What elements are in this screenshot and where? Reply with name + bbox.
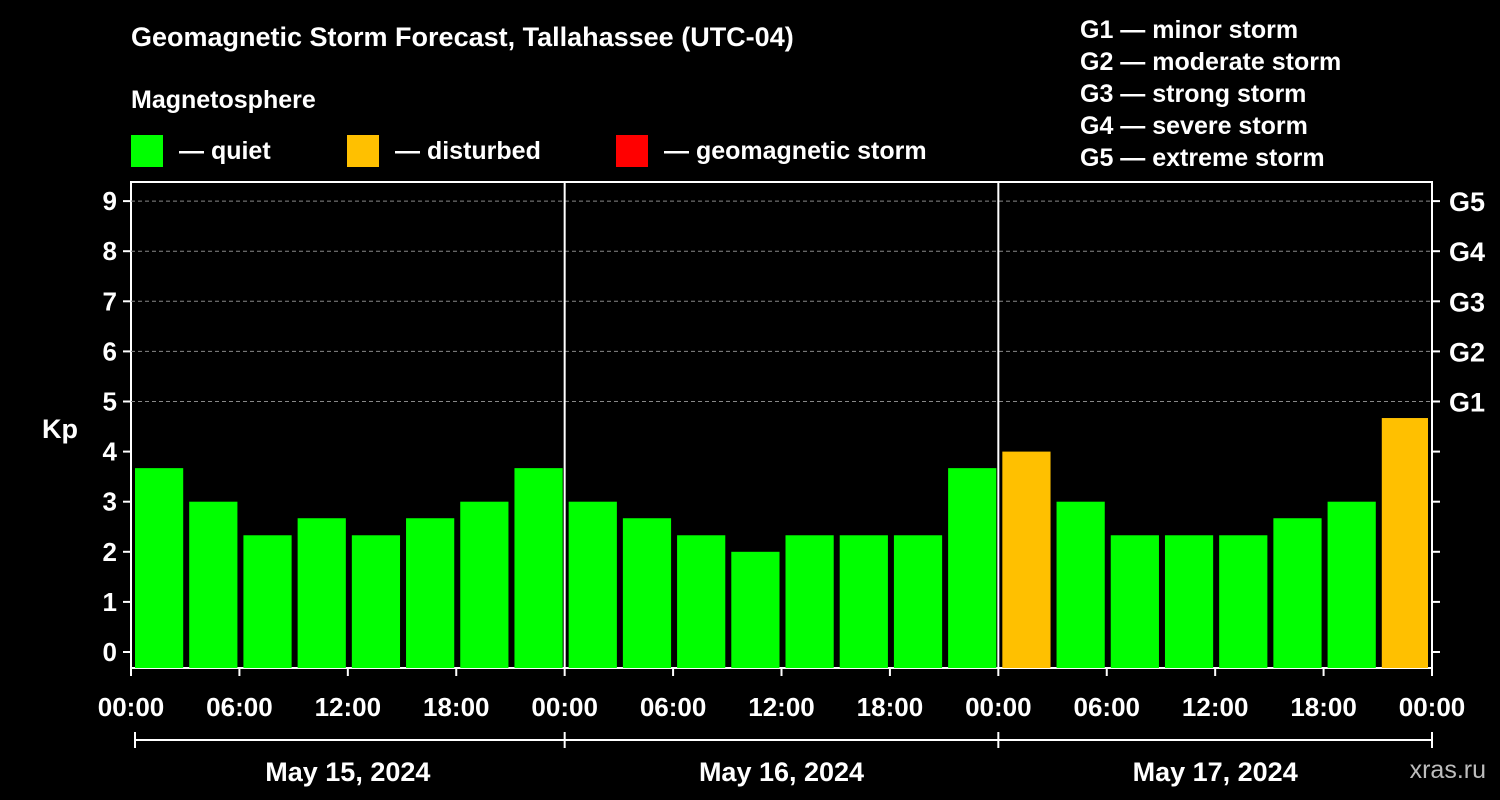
storm-level-g1: G1 — minor storm bbox=[1080, 16, 1299, 44]
storm-level-g2: G2 — moderate storm bbox=[1080, 48, 1342, 76]
g-level-label: G3 bbox=[1449, 287, 1485, 317]
x-tick-label: 12:00 bbox=[315, 692, 382, 722]
kp-bar bbox=[514, 468, 563, 668]
kp-bar bbox=[189, 501, 238, 668]
y-tick-label: 9 bbox=[103, 186, 117, 216]
magnetosphere-label: Magnetosphere bbox=[131, 86, 316, 114]
kp-bar bbox=[1056, 501, 1105, 668]
kp-bar bbox=[1164, 535, 1214, 668]
x-tick-label: 00:00 bbox=[965, 692, 1032, 722]
legend-quiet-swatch bbox=[131, 135, 163, 167]
kp-bar bbox=[297, 518, 346, 668]
kp-bar bbox=[839, 535, 888, 668]
x-tick-label: 06:00 bbox=[640, 692, 707, 722]
legend-disturbed: — disturbed bbox=[347, 134, 541, 168]
y-tick-label: 0 bbox=[103, 637, 117, 667]
y-tick-label: 5 bbox=[103, 387, 117, 417]
y-tick-label: 3 bbox=[103, 487, 117, 517]
x-tick-label: 06:00 bbox=[206, 692, 273, 722]
y-tick-label: 8 bbox=[103, 236, 117, 266]
day-label: May 17, 2024 bbox=[1133, 757, 1298, 787]
x-tick-label: 12:00 bbox=[1182, 692, 1249, 722]
x-tick-label: 18:00 bbox=[1290, 692, 1357, 722]
legend-disturbed-label: — disturbed bbox=[395, 136, 541, 165]
x-tick-label: 18:00 bbox=[857, 692, 924, 722]
kp-bar bbox=[1219, 535, 1268, 668]
kp-bar bbox=[568, 501, 617, 668]
kp-bar bbox=[731, 551, 780, 668]
x-tick-label: 00:00 bbox=[531, 692, 598, 722]
day-label: May 15, 2024 bbox=[265, 757, 430, 787]
y-tick-label: 1 bbox=[103, 587, 117, 617]
x-tick-label: 00:00 bbox=[98, 692, 165, 722]
storm-level-g5: G5 — extreme storm bbox=[1080, 144, 1325, 172]
kp-bar bbox=[351, 535, 401, 668]
x-tick-label: 06:00 bbox=[1074, 692, 1141, 722]
x-tick-label: 12:00 bbox=[748, 692, 815, 722]
storm-level-g4: G4 — severe storm bbox=[1080, 112, 1308, 140]
legend-quiet: — quiet bbox=[131, 134, 271, 168]
y-tick-label: 6 bbox=[103, 336, 117, 366]
kp-bar bbox=[460, 501, 509, 668]
kp-bar bbox=[1110, 535, 1159, 668]
g-level-label: G4 bbox=[1449, 237, 1485, 267]
y-tick-label: 4 bbox=[103, 437, 118, 467]
kp-bar bbox=[1381, 418, 1428, 668]
g-level-label: G5 bbox=[1449, 187, 1485, 217]
kp-bar bbox=[135, 468, 184, 668]
g-level-label: G1 bbox=[1449, 388, 1485, 418]
kp-bar bbox=[1002, 451, 1051, 668]
x-tick-label: 18:00 bbox=[423, 692, 490, 722]
x-tick-label: 00:00 bbox=[1399, 692, 1466, 722]
kp-bar bbox=[243, 535, 292, 668]
y-tick-label: 7 bbox=[103, 286, 117, 316]
legend-storm-swatch bbox=[616, 135, 648, 167]
g-level-label: G2 bbox=[1449, 337, 1485, 367]
legend-quiet-label: — quiet bbox=[179, 136, 271, 165]
kp-bar bbox=[1327, 501, 1376, 668]
legend-storm: — geomagnetic storm bbox=[616, 134, 927, 168]
kp-bar bbox=[1273, 518, 1322, 668]
kp-bar bbox=[406, 518, 455, 668]
kp-bar bbox=[893, 535, 943, 668]
day-label: May 16, 2024 bbox=[699, 757, 864, 787]
kp-bar bbox=[785, 535, 834, 668]
y-axis-label: Kp bbox=[42, 414, 78, 444]
y-tick-label: 2 bbox=[103, 537, 117, 567]
chart-title: Geomagnetic Storm Forecast, Tallahassee … bbox=[131, 22, 794, 52]
kp-bar bbox=[677, 535, 726, 668]
kp-bar bbox=[622, 518, 672, 668]
storm-level-g3: G3 — strong storm bbox=[1080, 80, 1307, 108]
legend-disturbed-swatch bbox=[347, 135, 379, 167]
storm-level-list: G1 — minor storm G2 — moderate storm G3 … bbox=[1080, 14, 1341, 174]
legend-storm-label: — geomagnetic storm bbox=[664, 136, 927, 165]
watermark: xras.ru bbox=[1409, 756, 1486, 784]
kp-bar bbox=[948, 468, 997, 668]
